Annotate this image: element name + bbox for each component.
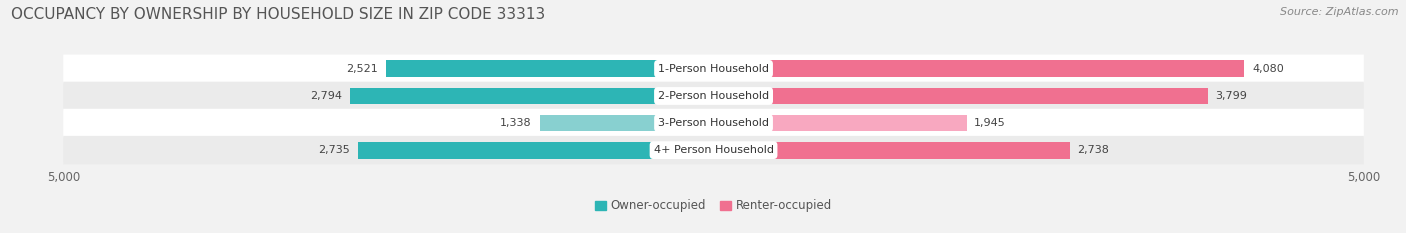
Text: 2,738: 2,738 (1077, 145, 1109, 155)
FancyBboxPatch shape (63, 136, 1364, 164)
Text: Source: ZipAtlas.com: Source: ZipAtlas.com (1281, 7, 1399, 17)
Text: 4+ Person Household: 4+ Person Household (654, 145, 773, 155)
Bar (713, 61, 1244, 77)
Legend: Owner-occupied, Renter-occupied: Owner-occupied, Renter-occupied (591, 195, 837, 217)
Bar (359, 142, 713, 158)
FancyBboxPatch shape (63, 109, 1364, 137)
Text: 2,735: 2,735 (318, 145, 350, 155)
Text: OCCUPANCY BY OWNERSHIP BY HOUSEHOLD SIZE IN ZIP CODE 33313: OCCUPANCY BY OWNERSHIP BY HOUSEHOLD SIZE… (11, 7, 546, 22)
Text: 1-Person Household: 1-Person Household (658, 64, 769, 74)
Bar (540, 115, 713, 131)
FancyBboxPatch shape (63, 55, 1364, 83)
Bar (713, 142, 1070, 158)
Bar (713, 115, 966, 131)
Text: 2,794: 2,794 (311, 91, 343, 101)
Text: 2,521: 2,521 (346, 64, 378, 74)
Bar (713, 88, 1208, 104)
Bar (385, 61, 713, 77)
Text: 1,338: 1,338 (501, 118, 531, 128)
Text: 2-Person Household: 2-Person Household (658, 91, 769, 101)
Text: 1,945: 1,945 (974, 118, 1007, 128)
Text: 3,799: 3,799 (1215, 91, 1247, 101)
FancyBboxPatch shape (63, 82, 1364, 110)
Text: 4,080: 4,080 (1251, 64, 1284, 74)
Text: 3-Person Household: 3-Person Household (658, 118, 769, 128)
Bar (350, 88, 713, 104)
